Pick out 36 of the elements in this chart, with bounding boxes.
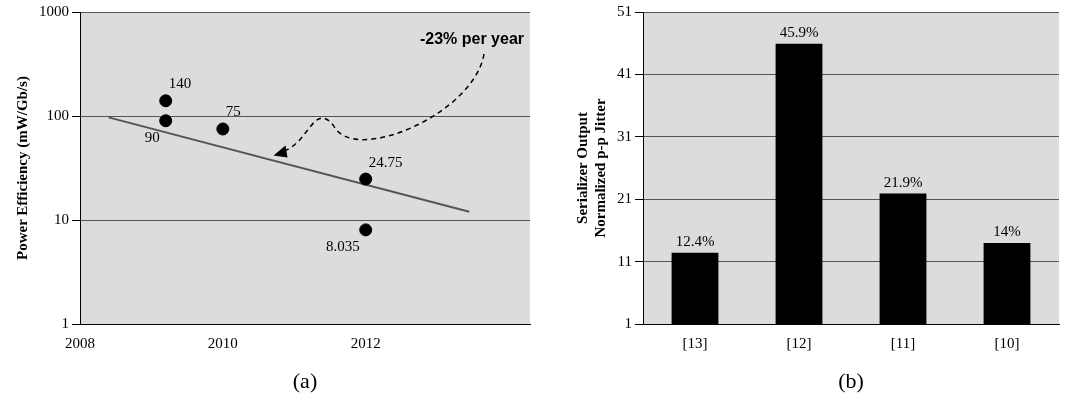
y-axis-title: Power Efficiency (mW/Gb/s) bbox=[13, 76, 31, 260]
x-tick-label: [10] bbox=[994, 334, 1020, 351]
x-tick-label: [11] bbox=[890, 334, 916, 351]
x-tick-label: 2010 bbox=[207, 334, 238, 351]
x-tick-label: 2008 bbox=[65, 334, 95, 351]
y-tick-label: 31 bbox=[617, 127, 632, 144]
y-tick-label: 1000 bbox=[39, 2, 69, 19]
annotation: -23% per year bbox=[419, 30, 524, 48]
x-tick-label: [12] bbox=[786, 334, 812, 351]
point bbox=[359, 223, 373, 237]
y-axis-title: Serializer Output Normalized p-p Jitter bbox=[573, 98, 608, 238]
y-tick-label: 51 bbox=[617, 2, 632, 19]
data-label: 75 bbox=[225, 103, 241, 120]
point bbox=[159, 94, 173, 108]
data-label: 12.4% bbox=[675, 233, 715, 250]
text: (a) bbox=[292, 367, 318, 393]
x-tick-label: 2012 bbox=[350, 334, 381, 351]
point bbox=[159, 114, 173, 128]
data-label: 21.9% bbox=[883, 174, 923, 191]
text: (b) bbox=[838, 367, 864, 393]
data-label: 14% bbox=[993, 223, 1021, 240]
data-label: 90 bbox=[144, 129, 160, 146]
y-tick-label: 10 bbox=[54, 210, 69, 227]
data-label: 45.9% bbox=[779, 24, 819, 41]
data-label: 8.035 bbox=[325, 238, 360, 255]
data-label: 24.75 bbox=[368, 153, 403, 170]
y-tick-label: 41 bbox=[617, 65, 632, 82]
y-tick-label: 1 bbox=[624, 314, 632, 331]
y-tick-label: 11 bbox=[617, 252, 632, 269]
data-label: 140 bbox=[168, 75, 192, 92]
y-tick-label: 100 bbox=[46, 106, 69, 123]
point bbox=[216, 122, 230, 136]
y-tick-label: 21 bbox=[617, 190, 632, 207]
point bbox=[359, 172, 373, 186]
y-tick-label: 1 bbox=[61, 314, 69, 331]
x-tick-label: [13] bbox=[682, 334, 708, 351]
